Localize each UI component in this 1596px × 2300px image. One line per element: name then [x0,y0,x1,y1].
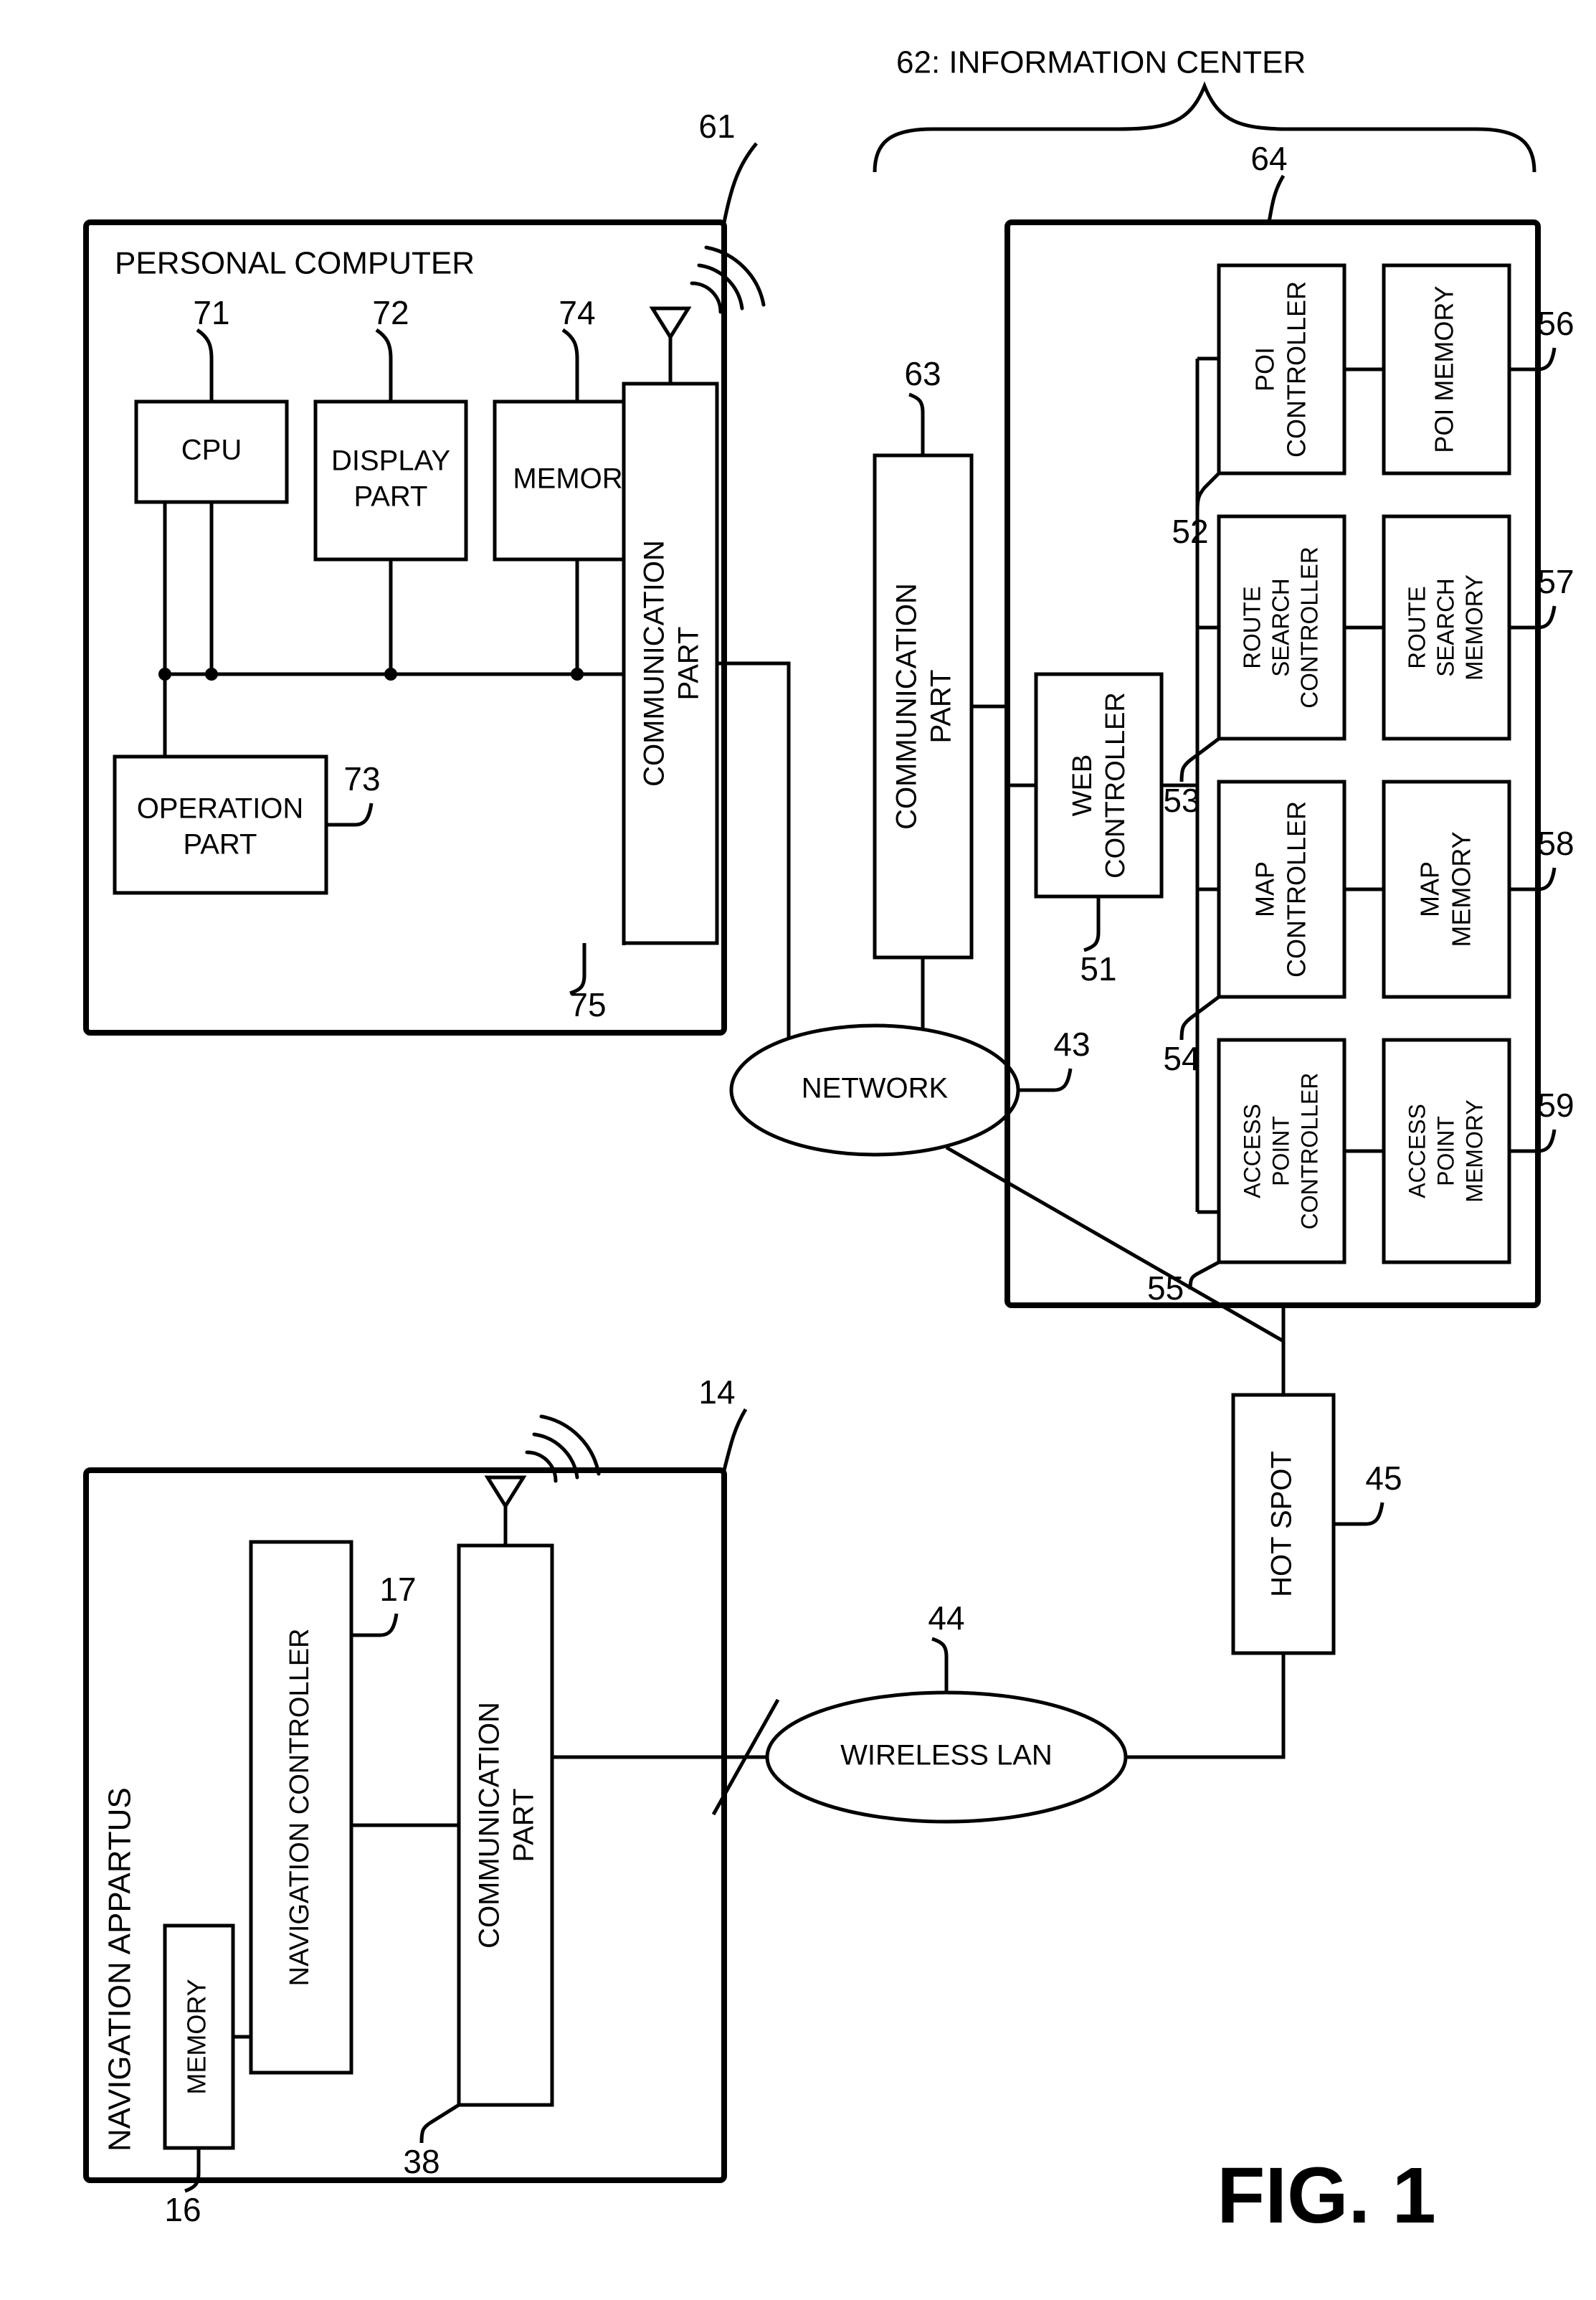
pc-title: PERSONAL COMPUTER [115,246,475,281]
ap-mem-label1: ACCESS [1404,1104,1430,1198]
network-label: NETWORK [802,1073,949,1104]
map-ctrl-label1: MAP [1250,861,1280,917]
ap-mem-label3: MEMORY [1461,1099,1487,1202]
ap-ctrl-label3: CONTROLLER [1296,1073,1322,1230]
web-ref: 51 [1080,950,1116,988]
info-center-label: 62: INFORMATION CENTER [896,45,1306,80]
poi-ctrl-label1: POI [1250,347,1280,392]
route-mem-label2: SEARCH [1433,578,1459,677]
route-mem-label1: ROUTE [1404,586,1430,669]
pc-comm-label2: PART [673,627,705,701]
pc-ref: 61 [698,108,735,145]
op-ref: 73 [343,760,380,798]
center-comm-ref: 63 [904,355,941,392]
hotspot-ref: 45 [1365,1459,1402,1497]
map-mem-label2: MEMORY [1447,831,1476,947]
network-ref: 43 [1053,1026,1090,1063]
map-ctrl-ref: 54 [1163,1040,1200,1077]
antenna-icon [652,247,764,384]
cpu-label: CPU [181,435,242,466]
nav-comm-label2: PART [508,1789,540,1863]
route-ctrl-label1: ROUTE [1239,586,1265,669]
poi-ctrl-ref: 52 [1172,513,1208,550]
pc-comm-ref: 75 [569,986,606,1023]
pc-comm-label1: COMMUNICATION [639,540,670,787]
web-label2: CONTROLLER [1101,692,1131,879]
nav-comm-ref: 38 [403,2143,440,2180]
ap-mem-label2: POINT [1433,1116,1458,1186]
display-label2: PART [354,481,428,513]
map-ctrl-label2: CONTROLLER [1282,801,1311,978]
ap-mem-ref: 59 [1537,1087,1574,1124]
web-label1: WEB [1068,754,1098,817]
server-ref: 64 [1250,140,1287,177]
nav-ref: 14 [698,1373,735,1411]
nav-title: NAVIGATION APPARTUS [103,1787,138,2152]
wlan-label: WIRELESS LAN [840,1740,1053,1771]
nav-mem-ref: 16 [164,2191,201,2228]
op-label1: OPERATION [137,793,304,825]
hotspot-label: HOT SPOT [1266,1451,1298,1597]
map-mem-label1: MAP [1415,861,1445,917]
navigation-apparatus-group: NAVIGATION APPARTUS 14 NAVIGATION CONTRO… [86,1373,746,2228]
nav-ctrl-ref: 17 [379,1571,416,1608]
poi-mem-label: POI MEMORY [1430,285,1459,453]
figure-label: FIG. 1 [1217,2152,1436,2240]
nav-ctrl-label: NAVIGATION CONTROLLER [285,1629,315,1987]
poi-ctrl-label2: CONTROLLER [1282,281,1311,458]
route-ctrl-label2: SEARCH [1268,578,1294,677]
nav-comm-label1: COMMUNICATION [474,1702,505,1949]
route-ctrl-label3: CONTROLLER [1296,546,1323,709]
cpu-ref: 71 [193,294,229,331]
route-ctrl-ref: 53 [1163,782,1200,819]
display-ref: 72 [372,294,409,331]
antenna-icon [488,1416,599,1546]
system-block-diagram: PERSONAL COMPUTER 61 CPU 71 DISPLAY PART… [0,0,1596,2300]
ap-ctrl-label1: ACCESS [1239,1104,1265,1198]
center-comm-label2: PART [926,670,957,744]
map-mem-ref: 58 [1537,825,1574,862]
route-mem-ref: 57 [1537,563,1574,600]
memory-ref: 74 [559,294,595,331]
route-mem-label3: MEMORY [1461,574,1488,681]
nav-mem-label: MEMORY [182,1979,212,2094]
center-comm-label1: COMMUNICATION [891,583,923,830]
personal-computer-group: PERSONAL COMPUTER 61 CPU 71 DISPLAY PART… [0,0,764,1033]
display-label1: DISPLAY [331,445,450,477]
ap-ctrl-label2: POINT [1268,1116,1293,1186]
wlan-ref: 44 [928,1599,964,1637]
center-comm-part [875,455,972,957]
poi-mem-ref: 56 [1537,305,1574,342]
op-label2: PART [184,829,257,861]
